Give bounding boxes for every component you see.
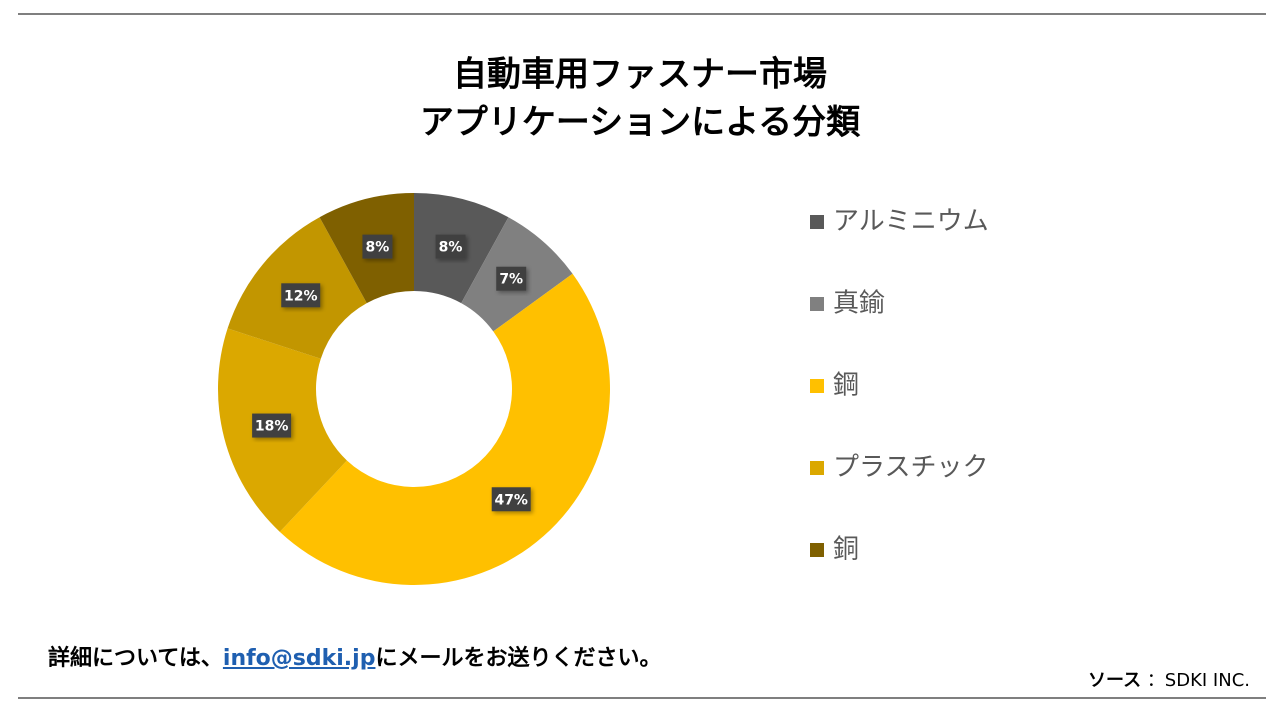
legend-label: 銅: [833, 535, 859, 565]
legend-swatch: [810, 461, 824, 475]
data-label: 47%: [494, 492, 528, 508]
chart-title: 自動車用ファスナー市場: [453, 55, 827, 95]
data-label: 7%: [499, 272, 523, 288]
legend-swatch: [810, 379, 824, 393]
data-label: 8%: [439, 240, 463, 256]
legend-swatch: [810, 215, 824, 229]
data-label-box: [362, 234, 393, 259]
data-label: 18%: [255, 419, 289, 435]
legend-label: 鋼: [833, 371, 859, 401]
legend-label: プラスチック: [833, 453, 988, 483]
data-label: 8%: [366, 240, 390, 256]
note-text: 詳細については、: [48, 646, 223, 671]
email-link[interactable]: info@sdki.jp: [222, 646, 376, 671]
source-label: ソース: [1087, 670, 1142, 691]
chart-title: アプリケーションによる分類: [420, 103, 861, 143]
note-text: にメールをお送りください。: [375, 646, 662, 671]
data-label-box: [252, 413, 292, 438]
legend-label: アルミニウム: [833, 207, 989, 237]
source: ソース ：SDKI INC.: [1088, 666, 1250, 692]
legend-swatch: [810, 297, 824, 311]
legend-swatch: [810, 543, 824, 557]
data-label-box: [435, 234, 466, 259]
data-label: 12%: [284, 288, 318, 304]
legend-label: 真鍮: [833, 289, 885, 319]
data-label-box: [496, 266, 527, 291]
data-label-box: [281, 283, 321, 308]
source-value: ：SDKI INC.: [1146, 670, 1250, 691]
data-label-box: [491, 487, 531, 512]
footer-note: 詳細については、info@sdki.jpにメールをお送りください。: [48, 640, 661, 672]
